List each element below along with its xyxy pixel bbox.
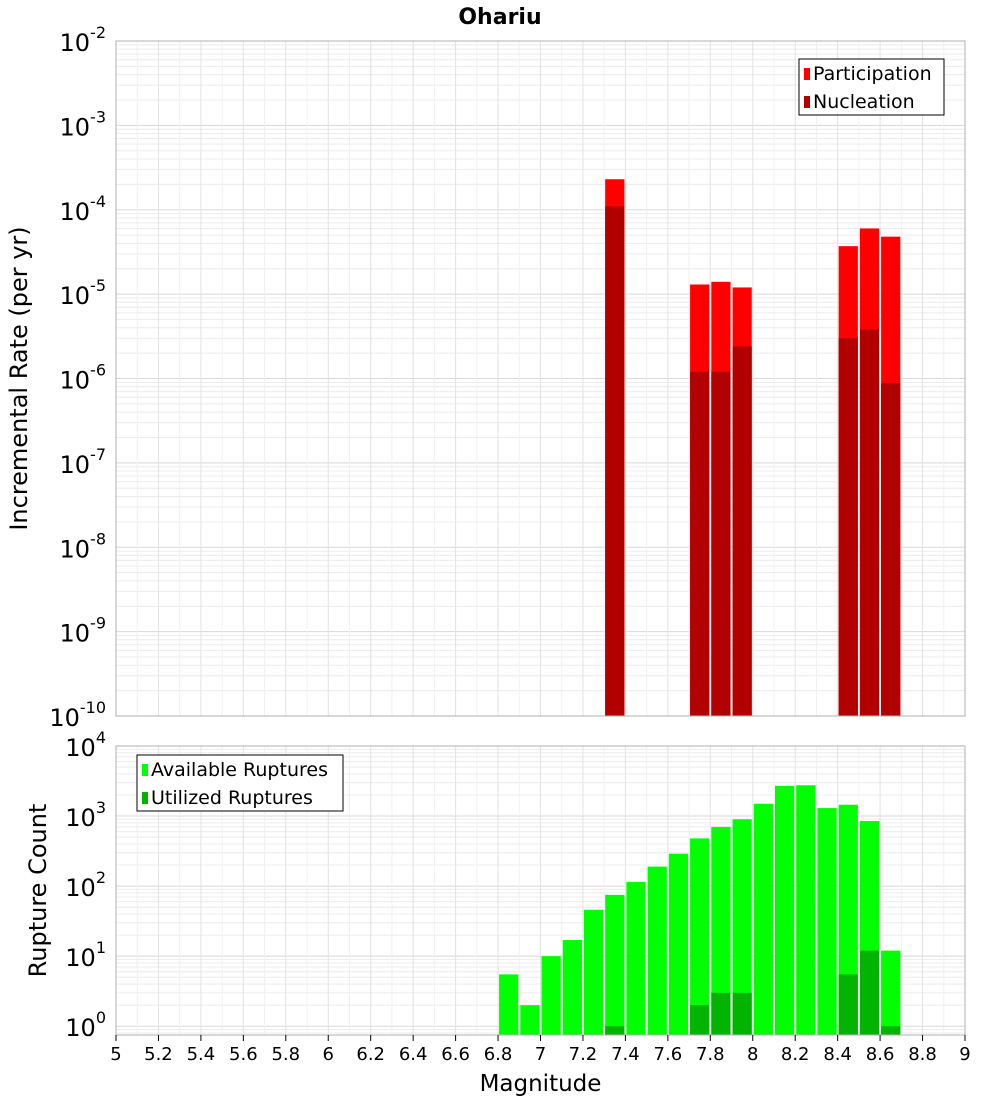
bar-nucleation (881, 383, 901, 716)
legend-swatch (804, 68, 810, 80)
bar-available-ruptures (732, 819, 752, 1035)
bar-available-ruptures (583, 909, 604, 1035)
bar-available-ruptures (626, 881, 646, 1035)
y-tick-label: 100 (65, 1008, 106, 1042)
x-tick-label: 6.2 (356, 1044, 385, 1065)
x-tick-label: 5 (110, 1044, 121, 1065)
bar-nucleation (859, 329, 880, 716)
bar-nucleation (711, 371, 731, 716)
legend-swatch (142, 764, 148, 776)
x-tick-label: 9 (959, 1044, 970, 1065)
bar-available-ruptures (541, 956, 561, 1035)
x-tick-label: 5.8 (271, 1044, 300, 1065)
bar-utilized-ruptures (732, 992, 752, 1035)
x-tick-label: 7.4 (611, 1044, 640, 1065)
y-tick-label: 10-6 (60, 361, 107, 395)
y-tick-label: 10-10 (49, 698, 106, 732)
legend-box (136, 754, 344, 812)
x-tick-label: 8 (747, 1044, 758, 1065)
x-tick-label: 6.6 (441, 1044, 470, 1065)
x-tick-label: 6.4 (399, 1044, 428, 1065)
legend-swatch (142, 792, 148, 804)
bar-available-ruptures (690, 838, 710, 1035)
bar-available-ruptures (668, 853, 689, 1035)
y-tick-label: 10-2 (60, 23, 107, 57)
legend-label: Utilized Ruptures (151, 787, 313, 809)
x-tick-label: 8.6 (866, 1044, 895, 1065)
bar-nucleation (732, 346, 752, 716)
x-tick-label: 5.4 (187, 1044, 216, 1065)
bar-available-ruptures (796, 785, 816, 1035)
plot-border (115, 40, 966, 717)
x-tick-label: 7.8 (696, 1044, 725, 1065)
bar-available-ruptures (562, 940, 582, 1035)
plot-panel-top: 10-10 10-9 10-8 10-7 10-6 10-5 10-4 10-3 10-2 Inc… (5, 23, 966, 732)
bar-utilized-ruptures (881, 1026, 901, 1035)
y-tick-label: 10-3 (60, 107, 107, 141)
bar-utilized-ruptures (859, 950, 880, 1035)
legend: Available Ruptures Utilized Ruptures (136, 754, 344, 812)
legend-label: Available Ruptures (151, 759, 328, 781)
bar-available-ruptures (499, 974, 519, 1035)
legend-label: Participation (813, 63, 932, 85)
bar-available-ruptures (817, 808, 837, 1035)
x-tick-label: 7 (535, 1044, 546, 1065)
y-tick-label: 10-5 (60, 276, 107, 310)
y-axis-label: Rupture Count (24, 804, 52, 978)
x-tick-label: 7.2 (569, 1044, 598, 1065)
x-tick-label: 6 (323, 1044, 334, 1065)
legend-swatch (804, 96, 810, 108)
bar-nucleation (605, 206, 625, 716)
bar-available-ruptures (647, 866, 667, 1035)
bar-available-ruptures (605, 894, 625, 1035)
y-tick-label: 101 (65, 938, 106, 972)
x-tick-label: 8.4 (823, 1044, 852, 1065)
y-tick-label: 10-9 (60, 614, 107, 648)
bar-utilized-ruptures (711, 992, 731, 1035)
x-tick-label: 8.8 (908, 1044, 937, 1065)
legend-label: Nucleation (813, 91, 915, 113)
y-tick-label: 10-4 (60, 192, 107, 226)
x-tick-label: 7.6 (654, 1044, 683, 1065)
bar-available-ruptures (774, 785, 795, 1035)
bar-available-ruptures (520, 1005, 540, 1035)
bar-utilized-ruptures (605, 1026, 625, 1035)
x-tick-label: 5.6 (229, 1044, 258, 1065)
bar-utilized-ruptures (690, 1005, 710, 1035)
x-tick-label: 8.2 (781, 1044, 810, 1065)
bar-utilized-ruptures (838, 974, 858, 1035)
legend: Participation Nucleation (798, 58, 945, 116)
y-axis-label: Incremental Rate (per yr) (5, 226, 33, 530)
x-axis-label: Magnitude (480, 1071, 602, 1097)
y-tick-label: 10-7 (60, 445, 107, 479)
y-tick-label: 102 (65, 868, 106, 902)
y-tick-label: 10-8 (60, 529, 107, 563)
x-tick-label: 6.8 (484, 1044, 513, 1065)
bar-available-ruptures (711, 826, 731, 1035)
x-tick-label: 5.2 (144, 1044, 173, 1065)
bar-available-ruptures (753, 803, 773, 1035)
bar-available-ruptures (881, 950, 901, 1035)
plot-panel-bottom: 100 101 102 103 104 Rupture Count Available Ru… (24, 728, 966, 1042)
y-tick-label: 104 (65, 728, 106, 762)
chart-title: Ohariu (458, 5, 541, 30)
bar-nucleation (690, 371, 710, 716)
bar-nucleation (838, 338, 858, 716)
legend-box (798, 58, 945, 116)
y-tick-label: 103 (65, 798, 106, 832)
